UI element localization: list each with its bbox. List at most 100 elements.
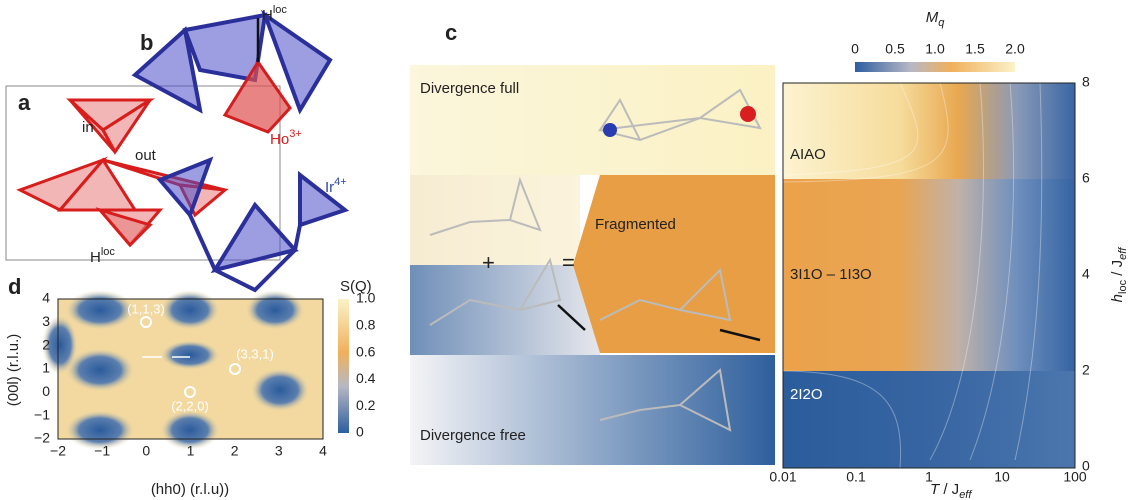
charge (603, 123, 617, 137)
panel-label: d (8, 274, 21, 299)
phase-region (783, 371, 1075, 468)
plot-frame (782, 82, 1076, 469)
tick-label: 10 (994, 469, 1010, 485)
text: 4+ (334, 176, 347, 188)
tick-label: 0.1 (846, 469, 866, 485)
phase-label: 3I1O – 1I3O (790, 266, 872, 283)
arrow (557, 304, 586, 331)
text: Ir (325, 179, 334, 196)
tick-label: −2 (50, 443, 66, 459)
y-axis-label: hloc / Jeff (1109, 247, 1129, 303)
text: M (926, 9, 939, 26)
arrow (719, 328, 761, 342)
tick-label: 100 (1063, 469, 1087, 485)
plot-frame (57, 298, 324, 440)
tick-label: 1.0 (925, 41, 945, 57)
tetrahedron-ho (222, 59, 292, 134)
phase-diagram (782, 82, 1076, 469)
tick-label: 0 (851, 41, 859, 57)
tick-label: 0 (42, 383, 50, 399)
tick-label: 1 (187, 443, 195, 459)
text: / J (939, 481, 959, 498)
tick-label: 1.5 (965, 41, 985, 57)
x-axis-label: T / Jeff (930, 481, 972, 500)
tick-label: 8 (1082, 74, 1090, 90)
x-ticks: 0.01 0.1 1 10 100 (769, 469, 1087, 485)
tick-label: 0.8 (356, 317, 376, 333)
tick-label: 1.0 (356, 290, 376, 306)
tick-label: 0 (142, 443, 150, 459)
tick-label: 3 (42, 313, 50, 329)
tick-label: 0 (356, 424, 364, 440)
text: loc (273, 4, 288, 16)
tick-label: 4 (319, 443, 327, 459)
panel-label: b (140, 30, 153, 55)
tick-label: 0.4 (356, 370, 376, 386)
y-ticks: −2 −1 0 1 2 3 4 (34, 290, 50, 446)
tick-label: 0.01 (769, 469, 796, 485)
tick-label: −2 (34, 430, 50, 446)
tick-label: 2 (42, 336, 50, 352)
point-label: (1,1,3) (127, 301, 165, 316)
ion-label: Ir4+ (325, 176, 347, 196)
text: / J (1109, 260, 1126, 280)
colorbar-title: Mq (926, 9, 946, 29)
tick-label: 1 (925, 469, 933, 485)
phase-label: AIAO (790, 146, 826, 163)
text: h (1109, 294, 1126, 302)
ion-label: Ho3+ (270, 128, 302, 148)
tick-label: 2 (231, 443, 239, 459)
structure-factor-map (42, 290, 324, 450)
text: H (262, 7, 273, 24)
tick-label: 3 (275, 443, 283, 459)
field-label: Hloc (262, 4, 287, 24)
text: eff (1117, 247, 1129, 260)
molecules (429, 88, 762, 432)
tick-label: 4 (42, 290, 50, 306)
tick-label: 0.6 (356, 343, 376, 359)
colorbar (338, 299, 349, 433)
tick-label: −1 (94, 443, 110, 459)
tick-label: 0.2 (356, 397, 376, 413)
label-in: in (82, 119, 94, 136)
label-out: out (135, 147, 157, 164)
text: H (90, 249, 101, 266)
y-axis-label: (00l) (r.l.u.) (5, 334, 22, 407)
text: loc (1117, 279, 1129, 294)
tick-label: 4 (1082, 266, 1090, 282)
colorbar-ticks: 0 0.2 0.4 0.6 0.8 1.0 (356, 290, 376, 440)
point-label: (2,2,0) (171, 398, 209, 413)
colorbar-ticks: 0 0.5 1.0 1.5 2.0 (851, 41, 1025, 57)
tick-label: 6 (1082, 170, 1090, 186)
charge (740, 106, 756, 122)
field-label: Hloc (90, 246, 115, 266)
state-band (410, 265, 600, 355)
text: loc (101, 246, 116, 258)
tick-label: −1 (34, 406, 50, 422)
colorbar-title: S(Q) (340, 278, 372, 295)
tick-label: 2 (1082, 362, 1090, 378)
state-label: Fragmented (595, 216, 676, 233)
phase-label: 2I2O (790, 386, 823, 403)
tick-label: 2.0 (1005, 41, 1025, 57)
tick-label: 0 (1082, 458, 1090, 474)
fragmented-band (573, 175, 775, 353)
phase-region (783, 83, 1075, 179)
x-axis-label: (hh0) (r.l.u)) (151, 481, 229, 498)
operator: = (562, 250, 575, 275)
tick-label: 1 (42, 360, 50, 376)
state-label: Divergence free (420, 427, 526, 444)
text: q (938, 17, 945, 29)
text: eff (959, 489, 972, 500)
y-ticks: 0 2 4 6 8 (1082, 74, 1090, 474)
text: T (930, 481, 941, 498)
state-label: Divergence full (420, 80, 519, 97)
phase-region (783, 179, 1075, 371)
point-label: (3,3,1) (236, 346, 274, 361)
tick-label: 0.5 (885, 41, 905, 57)
panel-label: a (18, 90, 31, 115)
text: Ho (270, 131, 289, 148)
text: 3+ (289, 128, 302, 140)
